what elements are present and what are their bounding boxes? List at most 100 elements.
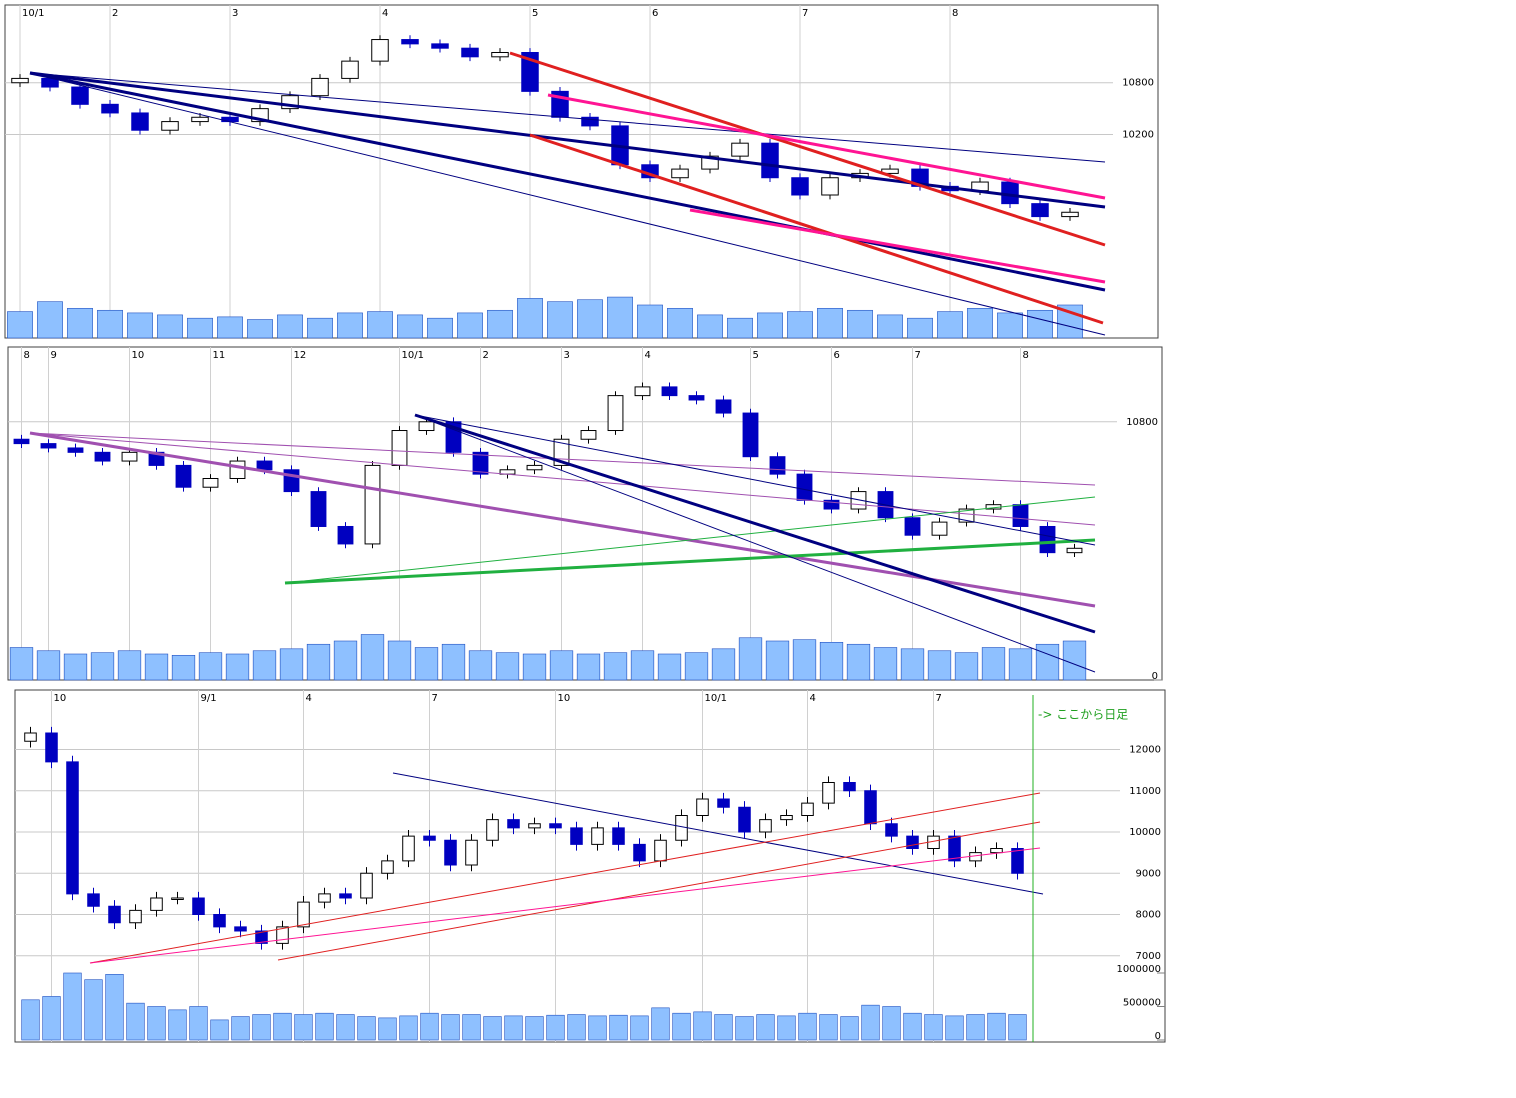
x-tick-label: 7 <box>936 693 942 704</box>
candle-body <box>465 839 478 866</box>
volume-bar <box>147 1006 166 1041</box>
volume-bar <box>504 1015 523 1041</box>
candle-body <box>13 438 30 445</box>
candle-body <box>948 835 961 862</box>
y-tick-label: 10800 <box>1126 417 1158 428</box>
volume-bar <box>144 653 169 681</box>
candle-body <box>318 893 331 903</box>
volume-bar <box>603 652 628 681</box>
x-tick-label: 6 <box>652 8 658 19</box>
x-tick-label: 4 <box>810 693 816 704</box>
trend-line <box>29 432 1096 526</box>
volume-bar <box>966 1014 985 1041</box>
volume-bar <box>468 650 493 681</box>
volume-bar <box>67 307 93 339</box>
candle-body <box>150 897 163 911</box>
x-tick-label: 10/1 <box>402 350 424 361</box>
volume-bar <box>306 643 331 681</box>
candle-body <box>121 451 138 462</box>
volume-bar <box>517 298 543 339</box>
volume-bar <box>987 1012 1006 1041</box>
volume-bar <box>945 1015 964 1041</box>
volume-bar <box>420 1012 439 1041</box>
candle-body <box>581 116 599 127</box>
candle-body <box>1001 181 1019 205</box>
candle-body <box>742 412 759 458</box>
volume-bar <box>247 319 273 339</box>
candle-body <box>761 142 779 179</box>
volume-bar <box>117 650 142 681</box>
candle-body <box>191 116 209 123</box>
x-tick-label: 3 <box>232 8 238 19</box>
volume-bar <box>630 650 655 681</box>
candle-body <box>129 909 142 924</box>
trend-line <box>414 414 1096 673</box>
volume-bar <box>937 311 963 339</box>
volume-bar <box>1062 640 1087 681</box>
x-tick-label: 4 <box>382 8 388 19</box>
x-tick-label: 12 <box>294 350 307 361</box>
candle-body <box>864 790 877 825</box>
volume-bar <box>187 317 213 339</box>
candle-body <box>131 112 149 131</box>
candle-body <box>570 827 583 845</box>
volume-bar <box>817 307 843 339</box>
candle-body <box>990 848 1003 854</box>
candle-body <box>881 168 899 174</box>
candle-body <box>759 819 772 833</box>
x-tick-label: 3 <box>564 350 570 361</box>
volume-bar <box>672 1012 691 1041</box>
candle-body <box>1039 525 1056 554</box>
volume-bar <box>483 1016 502 1041</box>
x-tick-label: 8 <box>24 350 30 361</box>
volume-bar <box>727 317 753 339</box>
y-tick-label: 12000 <box>1129 745 1161 756</box>
volume-bar <box>294 1014 313 1041</box>
candle-body <box>192 897 205 915</box>
trend-line <box>509 51 1106 247</box>
trend-line <box>89 847 1041 964</box>
volume-bar <box>36 650 61 681</box>
volume-bar <box>357 1016 376 1041</box>
trend-line <box>529 133 1104 325</box>
candle-body <box>591 827 604 845</box>
x-tick-label: 10 <box>54 693 67 704</box>
y-tick-label: 10200 <box>1122 130 1154 141</box>
trend-line <box>29 71 1106 292</box>
volume-bar <box>757 312 783 339</box>
volume-bar <box>84 979 103 1041</box>
candle-body <box>171 897 184 900</box>
candle-body <box>161 121 179 131</box>
trend-lines <box>29 51 1106 1042</box>
candle-body <box>101 103 119 114</box>
volume-bar <box>127 312 153 339</box>
volume-bar <box>252 1014 271 1041</box>
volume-bar <box>735 1016 754 1041</box>
panel-frame <box>7 346 1163 681</box>
candle-body <box>371 39 389 62</box>
candle-body <box>607 395 624 432</box>
panel: 10800 10200 10/1 2 3 4 5 6 7 8 <box>4 4 1159 339</box>
candle-body <box>40 443 57 449</box>
trend-line <box>689 208 1106 284</box>
volume-bar <box>693 1011 712 1041</box>
volume-bar <box>1008 1014 1027 1041</box>
x-tick-label: 7 <box>915 350 921 361</box>
volume-bar <box>924 1014 943 1041</box>
volume-bar <box>525 1016 544 1041</box>
volume-bar <box>819 1014 838 1041</box>
volume-bar <box>126 1002 145 1041</box>
x-tick-label: 9/1 <box>201 693 217 704</box>
candle-body <box>661 386 678 397</box>
candle-body <box>202 478 219 488</box>
candle-body <box>688 395 705 401</box>
x-tick-label: 8 <box>1023 350 1029 361</box>
volume-bar <box>651 1007 670 1041</box>
volume-bar <box>168 1009 187 1041</box>
panel-frame <box>14 689 1166 1043</box>
trend-line <box>29 72 1106 163</box>
panel: 12000 11000 10000 9000 8000 7000 1000000 500000… <box>14 689 1166 1043</box>
volume-bar <box>399 1015 418 1041</box>
trend-line <box>277 821 1041 961</box>
